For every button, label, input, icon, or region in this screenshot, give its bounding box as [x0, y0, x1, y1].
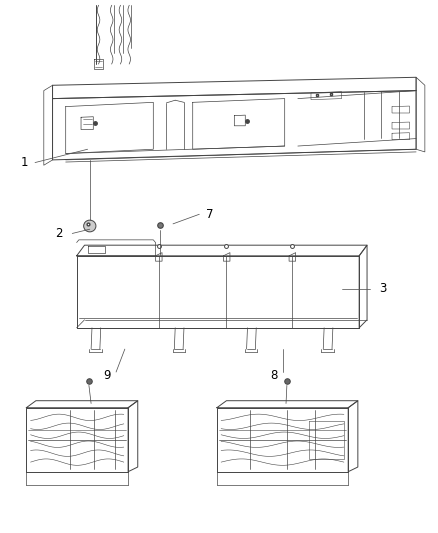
Text: 9: 9: [103, 369, 111, 382]
Text: 3: 3: [380, 282, 387, 295]
Text: 8: 8: [270, 369, 277, 382]
Text: 7: 7: [206, 208, 214, 221]
Text: 2: 2: [55, 227, 63, 240]
Ellipse shape: [84, 220, 96, 232]
Text: 1: 1: [20, 156, 28, 169]
